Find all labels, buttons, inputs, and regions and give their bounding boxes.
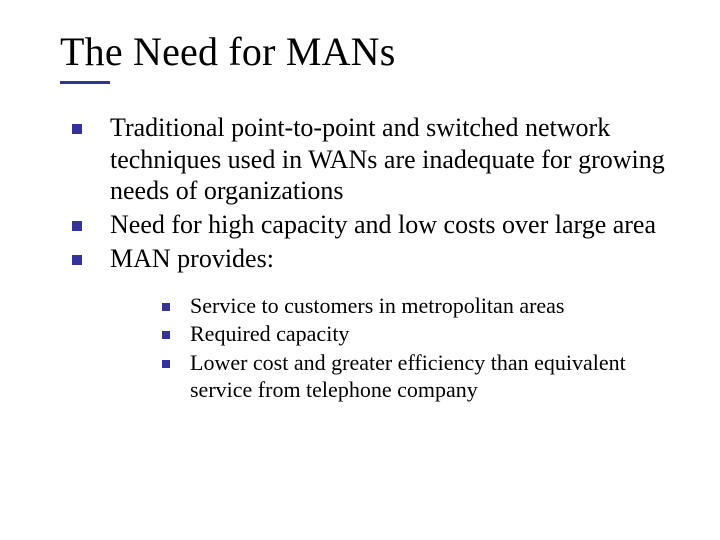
square-bullet-icon xyxy=(72,124,82,134)
bullet-list-level1: Traditional point-to-point and switched … xyxy=(72,112,670,404)
list-item: MAN provides: xyxy=(72,243,670,275)
bullet-list-level2: Service to customers in metropolitan are… xyxy=(162,293,670,404)
bullet-text: MAN provides: xyxy=(110,243,274,275)
bullet-text: Required capacity xyxy=(190,321,349,348)
slide-title: The Need for MANs xyxy=(60,28,670,75)
list-item: Traditional point-to-point and switched … xyxy=(72,112,670,207)
bullet-text: Service to customers in metropolitan are… xyxy=(190,293,565,320)
list-item: Lower cost and greater efficiency than e… xyxy=(162,350,670,404)
list-item: Required capacity xyxy=(162,321,670,348)
square-bullet-icon xyxy=(162,303,170,311)
square-bullet-icon xyxy=(72,255,82,265)
title-underline-accent xyxy=(60,81,110,84)
bullet-text: Lower cost and greater efficiency than e… xyxy=(190,350,670,404)
square-bullet-icon xyxy=(162,360,170,368)
list-item: Service to customers in metropolitan are… xyxy=(162,293,670,320)
bullet-text: Need for high capacity and low costs ove… xyxy=(110,209,656,241)
slide: The Need for MANs Traditional point-to-p… xyxy=(0,0,720,540)
bullet-text: Traditional point-to-point and switched … xyxy=(110,112,670,207)
square-bullet-icon xyxy=(162,331,170,339)
square-bullet-icon xyxy=(72,221,82,231)
list-item: Need for high capacity and low costs ove… xyxy=(72,209,670,241)
